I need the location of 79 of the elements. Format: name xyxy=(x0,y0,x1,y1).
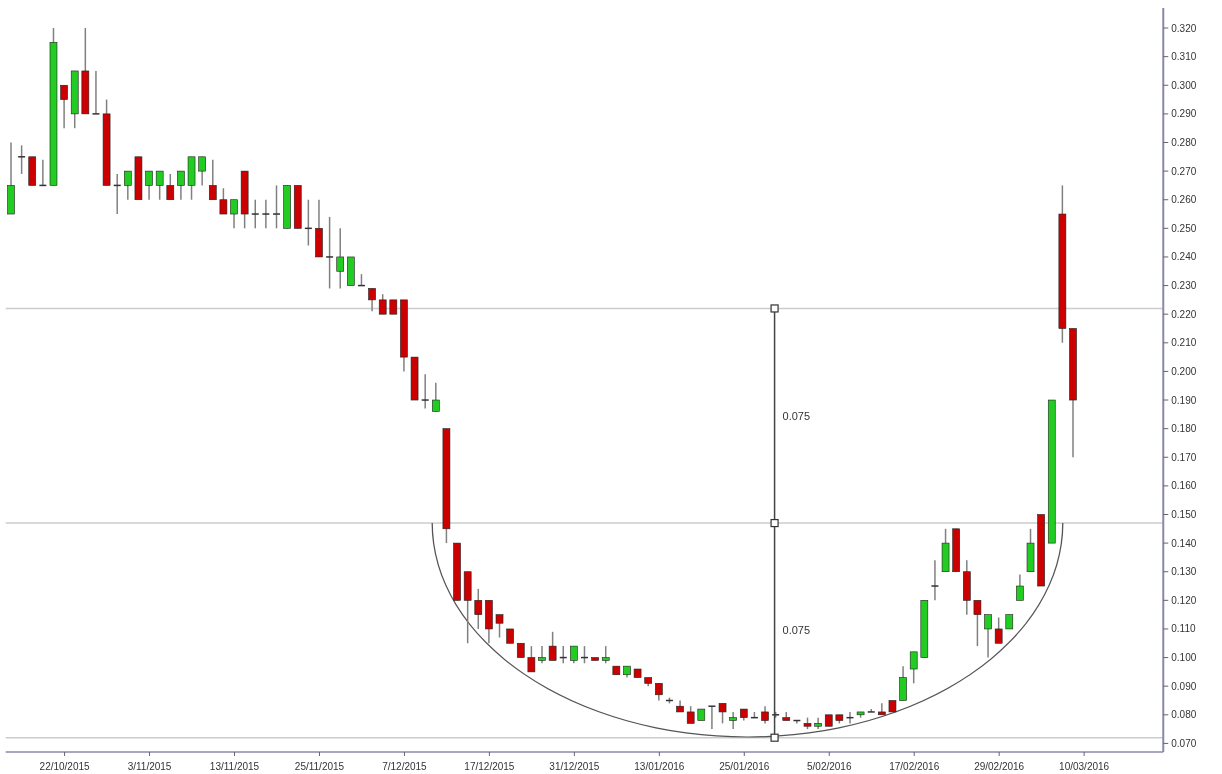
candlestick xyxy=(495,613,504,639)
y-tick-label: 0.070 xyxy=(1171,737,1197,749)
candlestick xyxy=(155,170,164,201)
y-tick-label: 0.140 xyxy=(1171,537,1197,549)
y-tick-label: 0.320 xyxy=(1171,22,1197,34)
candlestick xyxy=(973,599,982,647)
x-tick-label: 7/12/2015 xyxy=(382,761,428,772)
candlestick xyxy=(930,559,940,602)
annotation: 0.075 xyxy=(782,409,811,422)
y-tick-label: 0.100 xyxy=(1171,652,1197,664)
candlestick xyxy=(707,705,717,730)
candlestick xyxy=(272,184,281,230)
candlestick xyxy=(420,373,430,410)
candlestick xyxy=(336,227,345,290)
candlestick xyxy=(527,645,536,673)
x-tick-label: 13/11/2015 xyxy=(209,761,260,772)
y-tick-label: 0.270 xyxy=(1171,165,1197,177)
y-tick-label: 0.240 xyxy=(1171,251,1197,263)
candlestick xyxy=(994,616,1003,645)
annotation: 0.075 xyxy=(782,624,811,637)
y-tick-label: 0.280 xyxy=(1171,136,1197,148)
y-tick-label: 0.170 xyxy=(1171,451,1197,463)
y-tick-label: 0.090 xyxy=(1171,680,1197,692)
candlestick xyxy=(909,651,918,685)
y-tick-label: 0.260 xyxy=(1171,194,1197,206)
candlestick xyxy=(17,144,26,175)
y-tick-label: 0.080 xyxy=(1171,709,1197,721)
candlestick xyxy=(261,198,271,230)
candlestick xyxy=(124,170,132,201)
y-tick-label: 0.160 xyxy=(1171,480,1197,492)
y-tick-label: 0.180 xyxy=(1171,423,1197,435)
x-tick-label: 17/02/2016 xyxy=(889,761,940,772)
candlestick xyxy=(177,170,185,201)
candlestick xyxy=(145,170,153,201)
y-tick-label: 0.150 xyxy=(1171,508,1197,520)
candlestick xyxy=(548,631,557,662)
candlestick xyxy=(474,588,483,630)
y-tick-label: 0.190 xyxy=(1171,394,1197,406)
y-tick-label: 0.220 xyxy=(1171,308,1197,320)
candlestick xyxy=(325,216,334,290)
candlestick xyxy=(208,158,217,201)
candlestick xyxy=(432,382,440,413)
y-tick-label: 0.210 xyxy=(1171,337,1197,349)
x-tick-label: 31/12/2015 xyxy=(549,761,600,772)
x-tick-label: 17/12/2015 xyxy=(464,761,515,772)
y-tick-label: 0.310 xyxy=(1171,51,1197,63)
candlestick xyxy=(219,187,228,215)
y-tick-label: 0.110 xyxy=(1171,623,1196,635)
candlestick xyxy=(878,702,886,716)
x-tick-label: 25/01/2016 xyxy=(719,761,770,772)
candlestick xyxy=(718,702,727,725)
x-tick-label: 25/11/2015 xyxy=(294,761,345,772)
x-tick-label: 3/11/2015 xyxy=(127,761,172,772)
y-tick-label: 0.300 xyxy=(1171,79,1197,91)
candlestick xyxy=(1016,573,1024,602)
candlestick xyxy=(198,156,206,187)
x-tick-label: 13/01/2016 xyxy=(634,761,685,772)
y-tick-label: 0.200 xyxy=(1171,365,1197,377)
x-tick-label: 22/10/2015 xyxy=(39,761,91,772)
candlestick xyxy=(368,287,376,313)
x-tick-label: 29/02/2016 xyxy=(974,761,1025,772)
candlestick xyxy=(378,293,387,315)
candlestick xyxy=(91,70,101,115)
candlestick xyxy=(166,173,175,201)
candlestick xyxy=(538,645,546,665)
x-tick-label: 5/02/2016 xyxy=(806,761,852,772)
candlestick xyxy=(984,613,992,659)
y-tick-label: 0.290 xyxy=(1171,108,1197,120)
y-tick-label: 0.230 xyxy=(1171,280,1197,292)
y-tick-label: 0.130 xyxy=(1171,566,1197,578)
y-tick-label: 0.120 xyxy=(1171,594,1197,606)
y-tick-label: 0.250 xyxy=(1171,222,1197,234)
x-tick-label: 10/03/2016 xyxy=(1059,761,1110,772)
candlestick xyxy=(729,711,737,730)
candlestick xyxy=(866,708,876,713)
candlestick xyxy=(60,84,68,129)
candlestick xyxy=(230,198,238,230)
candlestick xyxy=(899,665,907,702)
candlestick xyxy=(251,198,260,230)
